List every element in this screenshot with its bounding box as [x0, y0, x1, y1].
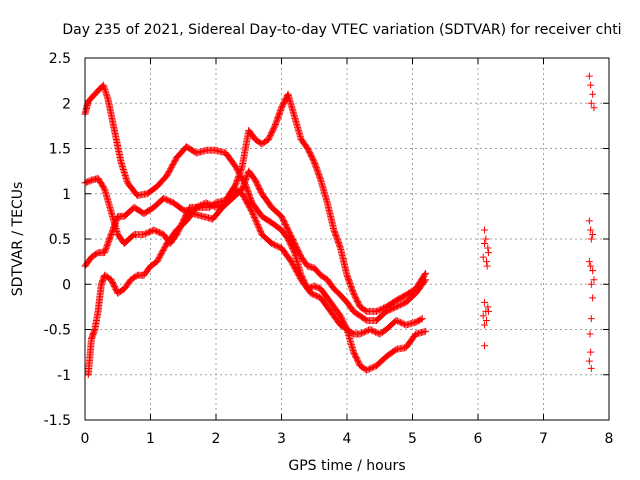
data-point — [590, 104, 598, 112]
data-point — [481, 342, 489, 350]
data-point — [336, 243, 344, 251]
data-point — [587, 81, 595, 89]
axis-ticks: 0 1 2 3 4 5 6 7 8 -1.5 -1 -0.5 0 0.5 1 1.5 2 2.5 — [44, 51, 614, 447]
data-point — [589, 90, 597, 98]
series-track-4 — [84, 185, 426, 379]
data-point — [587, 315, 595, 323]
data-point — [585, 357, 593, 365]
data-point — [484, 303, 492, 311]
data-point — [422, 269, 430, 277]
data-point — [422, 276, 430, 284]
y-tick-label: -1.5 — [44, 413, 71, 429]
data-points — [81, 72, 598, 379]
data-point — [102, 89, 110, 97]
data-point — [101, 87, 109, 95]
x-tick-label: 1 — [146, 431, 155, 447]
x-tick-label: 2 — [212, 431, 221, 447]
x-tick-label: 0 — [81, 431, 90, 447]
y-tick-label: 2 — [62, 96, 71, 112]
data-point — [113, 214, 121, 222]
data-point — [99, 81, 107, 89]
data-point — [585, 258, 593, 266]
data-point — [100, 84, 108, 92]
data-point — [587, 280, 595, 288]
x-axis-label: GPS time / hours — [288, 458, 405, 474]
data-point — [589, 267, 597, 275]
data-point — [587, 364, 595, 372]
series-cluster-6h — [479, 226, 492, 350]
data-point — [586, 330, 594, 338]
data-point — [418, 315, 426, 323]
data-point — [484, 307, 492, 315]
series-cluster-7.7h — [585, 72, 598, 372]
data-point — [585, 217, 593, 225]
y-tick-label: -0.5 — [44, 323, 71, 339]
data-point — [100, 83, 108, 91]
data-point — [585, 72, 593, 80]
data-point — [102, 90, 110, 98]
y-tick-label: 2.5 — [49, 51, 71, 67]
data-point — [101, 86, 109, 94]
y-tick-label: 0.5 — [49, 232, 71, 248]
data-point — [481, 298, 489, 306]
x-tick-label: 8 — [605, 431, 614, 447]
chart-title: Day 235 of 2021, Sidereal Day-to-day VTE… — [62, 22, 621, 38]
y-tick-label: -1 — [57, 368, 71, 384]
data-point — [589, 230, 597, 238]
data-point — [587, 235, 595, 243]
data-point — [590, 276, 598, 284]
y-tick-label: 0 — [62, 277, 71, 293]
data-point — [238, 164, 246, 172]
data-point — [421, 277, 429, 285]
data-point — [484, 249, 492, 257]
data-point — [482, 235, 490, 243]
x-tick-label: 5 — [408, 431, 417, 447]
data-point — [483, 316, 491, 324]
data-point — [483, 262, 491, 270]
data-point — [417, 315, 425, 323]
data-point — [316, 175, 324, 183]
data-point — [481, 321, 489, 329]
grid-lines — [85, 58, 609, 420]
data-point — [479, 253, 487, 261]
data-point — [483, 258, 491, 266]
y-tick-label: 1 — [62, 187, 71, 203]
data-point — [422, 327, 430, 335]
x-tick-label: 3 — [277, 431, 286, 447]
data-point — [481, 226, 489, 234]
data-point — [100, 184, 108, 192]
data-point — [421, 271, 429, 279]
data-point — [587, 348, 595, 356]
data-point — [587, 262, 595, 270]
data-point — [587, 99, 595, 107]
data-point — [103, 92, 111, 100]
y-axis-label: SDTVAR / TECUs — [10, 182, 26, 297]
data-point — [484, 244, 492, 252]
data-point — [589, 294, 597, 302]
x-tick-label: 7 — [539, 431, 548, 447]
y-tick-label: 1.5 — [49, 142, 71, 158]
x-tick-label: 4 — [343, 431, 352, 447]
data-point — [481, 240, 489, 248]
series-track-2 — [81, 90, 430, 315]
data-point — [587, 226, 595, 234]
x-tick-label: 6 — [474, 431, 483, 447]
data-point — [479, 312, 487, 320]
data-point — [103, 93, 111, 101]
plot-frame — [84, 57, 610, 421]
